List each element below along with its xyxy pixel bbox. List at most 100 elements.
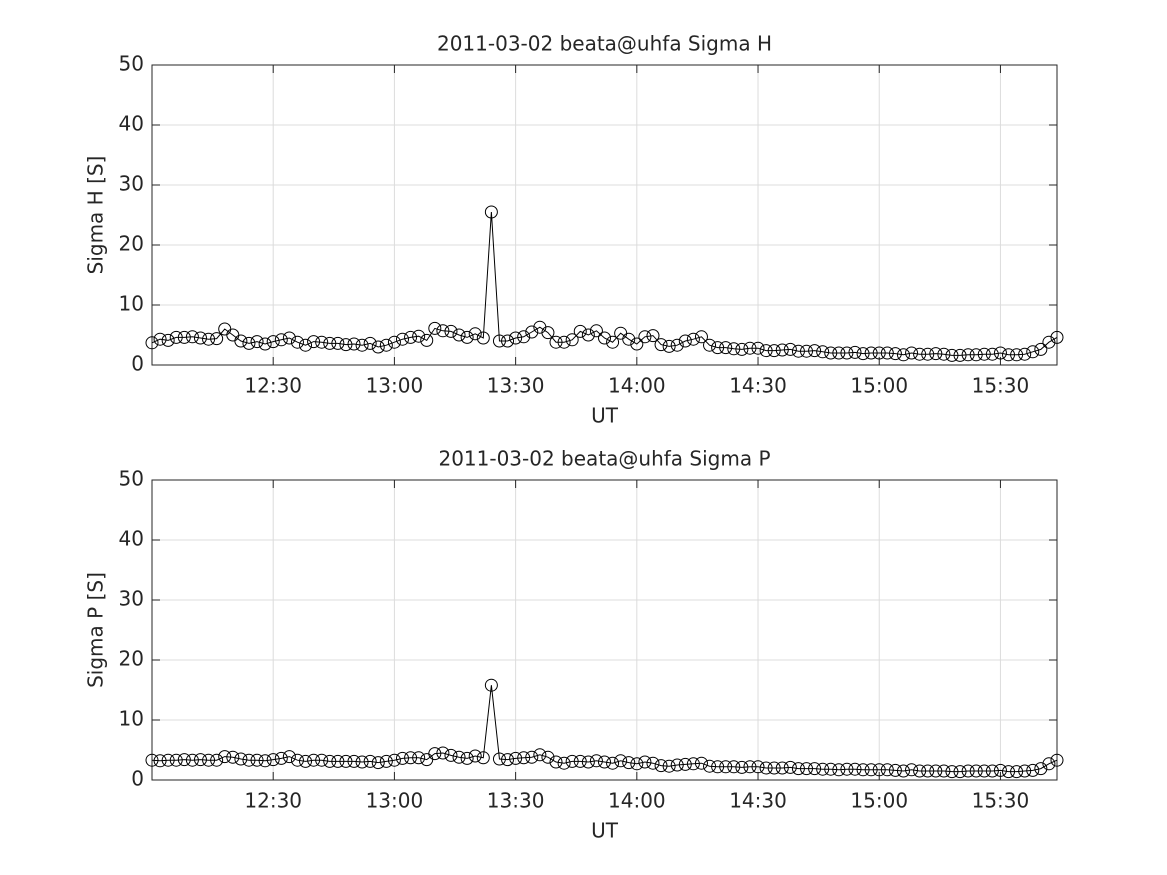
- data-point: [468, 327, 482, 341]
- data-point: [379, 338, 393, 352]
- y-tick-label: 30: [119, 587, 144, 611]
- data-point: [501, 753, 515, 767]
- data-point: [153, 754, 167, 768]
- data-point: [509, 751, 523, 765]
- data-point: [993, 763, 1007, 777]
- data-point: [800, 344, 814, 358]
- data-point: [800, 762, 814, 776]
- data-point: [703, 759, 717, 773]
- x-tick-label: 12:30: [244, 789, 302, 813]
- data-point: [379, 754, 393, 768]
- data-point: [501, 334, 515, 348]
- y-tick-label: 10: [119, 707, 144, 731]
- data-point: [218, 750, 232, 764]
- data-point: [969, 348, 983, 362]
- data-point: [258, 337, 272, 351]
- data-point: [323, 754, 337, 768]
- data-point: [492, 334, 506, 348]
- data-point: [743, 760, 757, 774]
- data-point: [969, 764, 983, 778]
- data-point: [355, 755, 369, 769]
- data-point: [735, 342, 749, 356]
- data-point: [921, 347, 935, 361]
- data-point: [872, 763, 886, 777]
- y-tick-label: 30: [119, 172, 144, 196]
- data-point: [848, 762, 862, 776]
- data-point: [638, 330, 652, 344]
- data-point: [444, 748, 458, 762]
- data-point: [517, 751, 531, 765]
- data-point: [1050, 753, 1064, 767]
- data-point: [363, 336, 377, 350]
- x-tick-label: 14:30: [729, 374, 787, 398]
- data-point: [452, 328, 466, 342]
- x-tick-label: 15:00: [850, 789, 908, 813]
- data-point: [589, 324, 603, 338]
- data-point: [622, 756, 636, 770]
- data-point: [816, 345, 830, 359]
- data-point: [177, 753, 191, 767]
- x-tick-label: 13:00: [366, 374, 424, 398]
- x-tick-label: 15:30: [972, 789, 1030, 813]
- data-point: [525, 325, 539, 339]
- data-point: [210, 753, 224, 767]
- data-point: [1042, 335, 1056, 349]
- y-tick-label: 0: [131, 352, 144, 376]
- data-point: [169, 330, 183, 344]
- data-point: [412, 329, 426, 343]
- data-point: [703, 338, 717, 352]
- data-point: [452, 750, 466, 764]
- data-point: [404, 751, 418, 765]
- data-point: [719, 760, 733, 774]
- data-point: [185, 330, 199, 344]
- data-point: [525, 750, 539, 764]
- data-point: [937, 347, 951, 361]
- data-point: [541, 750, 555, 764]
- data-point: [856, 347, 870, 361]
- data-point: [1002, 348, 1016, 362]
- data-point: [759, 761, 773, 775]
- data-point: [153, 332, 167, 346]
- data-line: [151, 685, 1058, 773]
- data-point: [1018, 347, 1032, 361]
- data-point: [323, 336, 337, 350]
- data-point: [1026, 345, 1040, 359]
- data-point: [234, 334, 248, 348]
- data-point: [436, 746, 450, 760]
- data-point: [630, 757, 644, 771]
- data-point: [395, 332, 409, 346]
- data-point: [888, 763, 902, 777]
- data-point: [250, 335, 264, 349]
- data-point: [905, 763, 919, 777]
- data-point: [331, 336, 345, 350]
- data-point: [315, 753, 329, 767]
- y-axis-label: Sigma H [S]: [84, 156, 108, 275]
- data-point: [985, 764, 999, 778]
- data-point: [767, 344, 781, 358]
- data-point: [161, 333, 175, 347]
- data-point: [1026, 763, 1040, 777]
- data-point: [331, 754, 345, 768]
- data-point: [395, 751, 409, 765]
- data-point: [864, 346, 878, 360]
- data-point: [193, 753, 207, 767]
- data-point: [210, 332, 224, 346]
- data-point: [476, 331, 490, 345]
- y-tick-label: 40: [119, 527, 144, 551]
- data-point: [565, 754, 579, 768]
- data-point: [775, 343, 789, 357]
- data-point: [299, 338, 313, 352]
- data-point: [711, 341, 725, 355]
- data-point: [824, 346, 838, 360]
- data-point: [694, 756, 708, 770]
- data-point: [678, 334, 692, 348]
- data-point: [759, 344, 773, 358]
- data-point: [428, 747, 442, 761]
- data-point: [880, 346, 894, 360]
- data-point: [678, 757, 692, 771]
- data-point: [565, 333, 579, 347]
- data-point: [808, 762, 822, 776]
- data-point: [614, 754, 628, 768]
- data-point: [654, 338, 668, 352]
- data-point: [743, 341, 757, 355]
